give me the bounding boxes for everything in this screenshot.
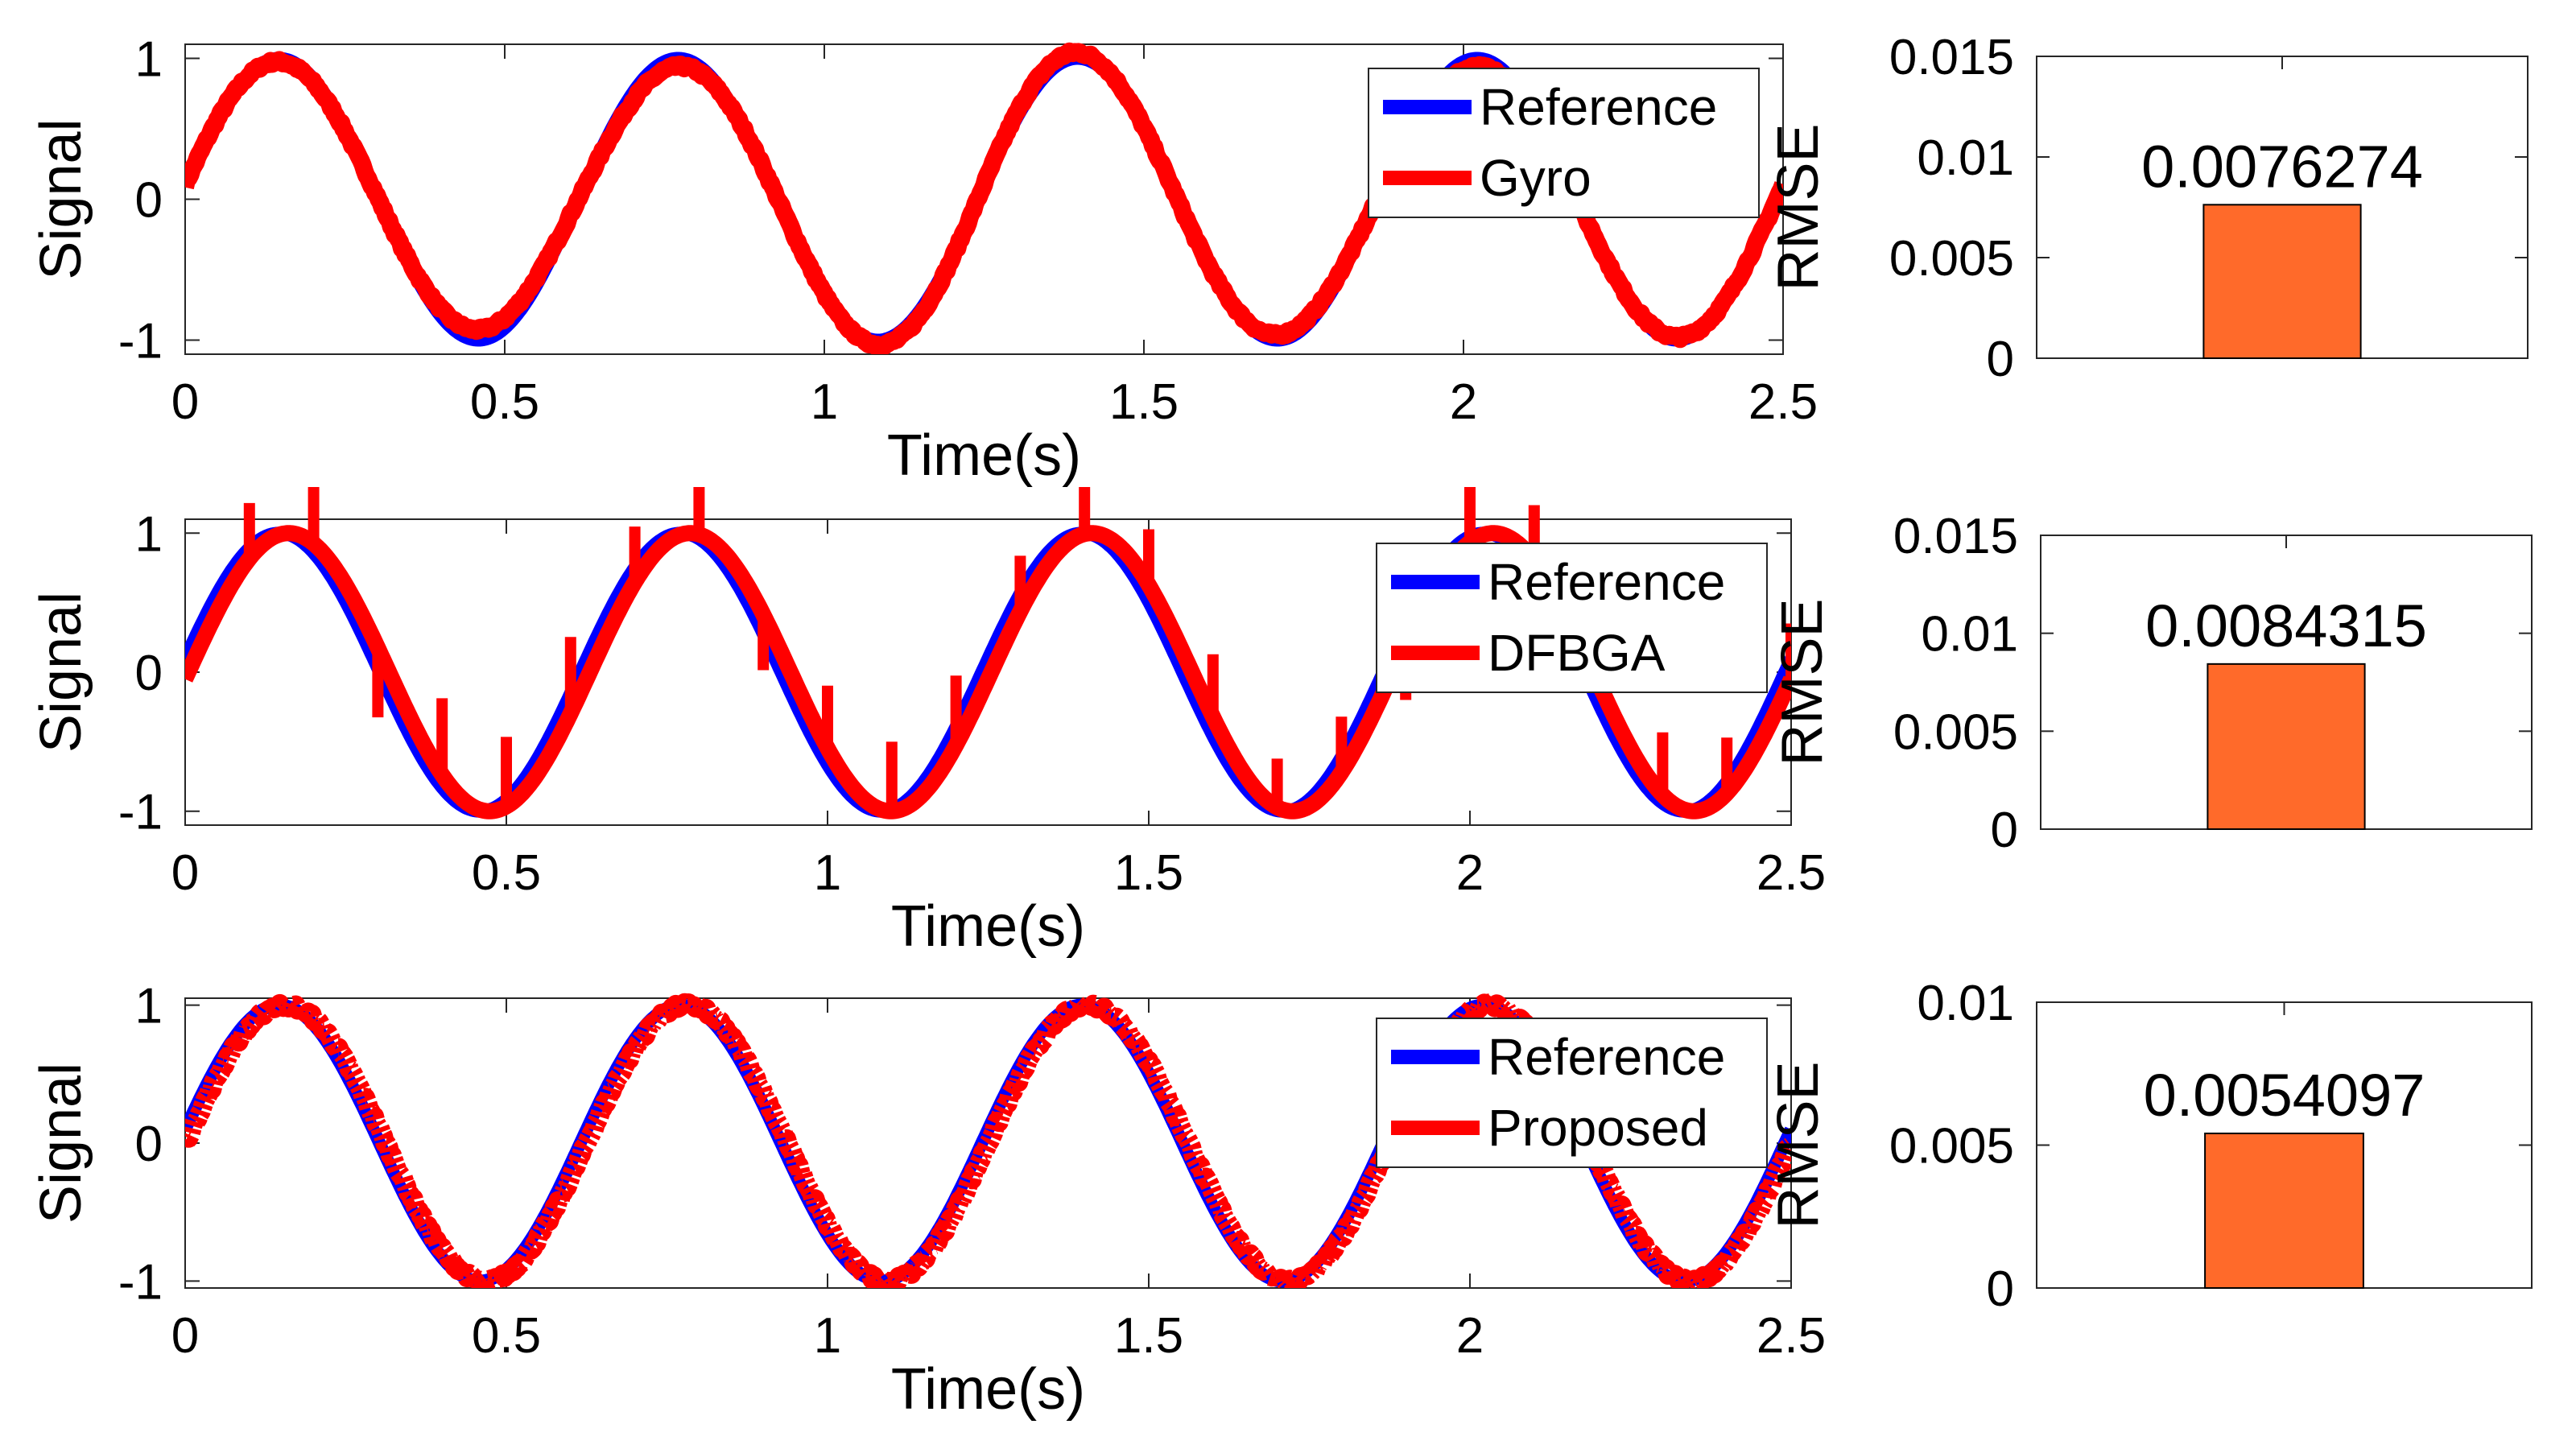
y-tick-label: 0 xyxy=(1991,803,2018,858)
line-panel-3: 0 0.5 1 1.5 2 2.5-101Time(s)SignalReferencePr… xyxy=(29,979,1826,1422)
y-tick-label: -1 xyxy=(118,785,163,840)
legend-box xyxy=(1368,68,1760,218)
y-axis-label: RMSE xyxy=(1770,598,1835,766)
y-axis-label: RMSE xyxy=(1766,1061,1831,1228)
y-tick-label: 0.015 xyxy=(1893,509,2018,564)
x-tick-label: 2.5 xyxy=(1757,845,1826,901)
y-axis-label: Signal xyxy=(29,1063,93,1224)
bar-panel-3: 0 0.005 0.01 RMSE 0.0054097 xyxy=(1766,976,2533,1317)
x-axis-label: Time(s) xyxy=(891,894,1085,959)
x-tick-label: 1.5 xyxy=(1114,1308,1183,1364)
bar-value-label: 0.0076274 xyxy=(2141,133,2423,200)
x-tick-label: 0.5 xyxy=(472,1308,541,1364)
legend-label: DFBGA xyxy=(1488,624,1666,682)
legend-label: Gyro xyxy=(1480,149,1591,207)
y-tick-label: 0.01 xyxy=(1917,976,2014,1031)
x-tick-label: 2 xyxy=(1456,845,1484,901)
x-tick-label: 0.5 xyxy=(470,374,539,430)
y-tick-label: 0.015 xyxy=(1889,30,2014,85)
y-tick-label: 0 xyxy=(135,173,163,229)
bar-panel-1: 0 0.005 0.01 0.015 RMSE 0.0076274 xyxy=(1766,30,2529,387)
x-tick-label: 2 xyxy=(1450,374,1477,430)
y-tick-label: 0 xyxy=(1987,1261,2014,1317)
bar-gyro xyxy=(2202,204,2362,359)
y-tick-label: 0 xyxy=(1987,332,2014,387)
x-tick-label: 0.5 xyxy=(472,845,541,901)
bar-panel-2: 0 0.005 0.01 0.015 RMSE 0.0084315 xyxy=(1770,509,2533,858)
legend-label: Proposed xyxy=(1488,1099,1708,1157)
y-tick-label: 0 xyxy=(135,1117,163,1172)
x-tick-label: 2 xyxy=(1456,1308,1484,1364)
y-axis-label: RMSE xyxy=(1766,123,1831,291)
x-tick-label: 0 xyxy=(171,1308,199,1364)
legend-label: Reference xyxy=(1488,1028,1725,1086)
bar-value-label: 0.0084315 xyxy=(2145,592,2427,659)
x-tick-label: 0 xyxy=(171,374,199,430)
legend: Reference Proposed xyxy=(1376,1018,1768,1168)
y-tick-label: -1 xyxy=(118,1254,163,1310)
y-tick-label: 1 xyxy=(135,979,163,1034)
legend-label: Reference xyxy=(1488,553,1725,611)
legend-box xyxy=(1376,543,1768,693)
y-axis-label: Signal xyxy=(29,592,93,753)
x-tick-label: 2.5 xyxy=(1748,374,1818,430)
y-tick-label: 0.005 xyxy=(1893,704,2018,760)
x-tick-label: 1 xyxy=(814,1308,841,1364)
legend-box xyxy=(1376,1018,1768,1168)
legend-label: Reference xyxy=(1480,78,1717,136)
y-tick-label: -1 xyxy=(118,314,163,369)
bar-value-label: 0.0054097 xyxy=(2144,1062,2425,1129)
x-axis-label: Time(s) xyxy=(887,423,1081,488)
bar-dfbga xyxy=(2207,663,2366,830)
x-tick-label: 1 xyxy=(811,374,838,430)
y-tick-label: 0 xyxy=(135,646,163,701)
x-tick-label: 1.5 xyxy=(1114,845,1183,901)
line-panel-1: 0 0.5 1 1.5 2 2.5-101Time(s)SignalReferenceGy… xyxy=(29,32,1818,489)
y-tick-label: 1 xyxy=(135,32,163,88)
y-tick-label: 0.005 xyxy=(1889,1119,2014,1174)
x-tick-label: 1 xyxy=(814,845,841,901)
x-axis-label: Time(s) xyxy=(891,1357,1085,1422)
y-axis-label: Signal xyxy=(29,118,93,279)
line-panel-2: 0 0.5 1 1.5 2 2.5-101Time(s)SignalReferenceDF… xyxy=(29,487,1826,959)
x-tick-label: 1.5 xyxy=(1109,374,1179,430)
y-tick-label: 0.01 xyxy=(1917,130,2014,186)
y-tick-label: 0.005 xyxy=(1889,231,2014,287)
x-tick-label: 2.5 xyxy=(1757,1308,1826,1364)
legend: Reference DFBGA xyxy=(1376,543,1768,693)
legend: Reference Gyro xyxy=(1368,68,1760,218)
y-tick-label: 0.01 xyxy=(1921,607,2018,663)
bar-proposed xyxy=(2204,1132,2364,1290)
y-tick-label: 1 xyxy=(135,506,163,562)
x-tick-label: 0 xyxy=(171,845,199,901)
